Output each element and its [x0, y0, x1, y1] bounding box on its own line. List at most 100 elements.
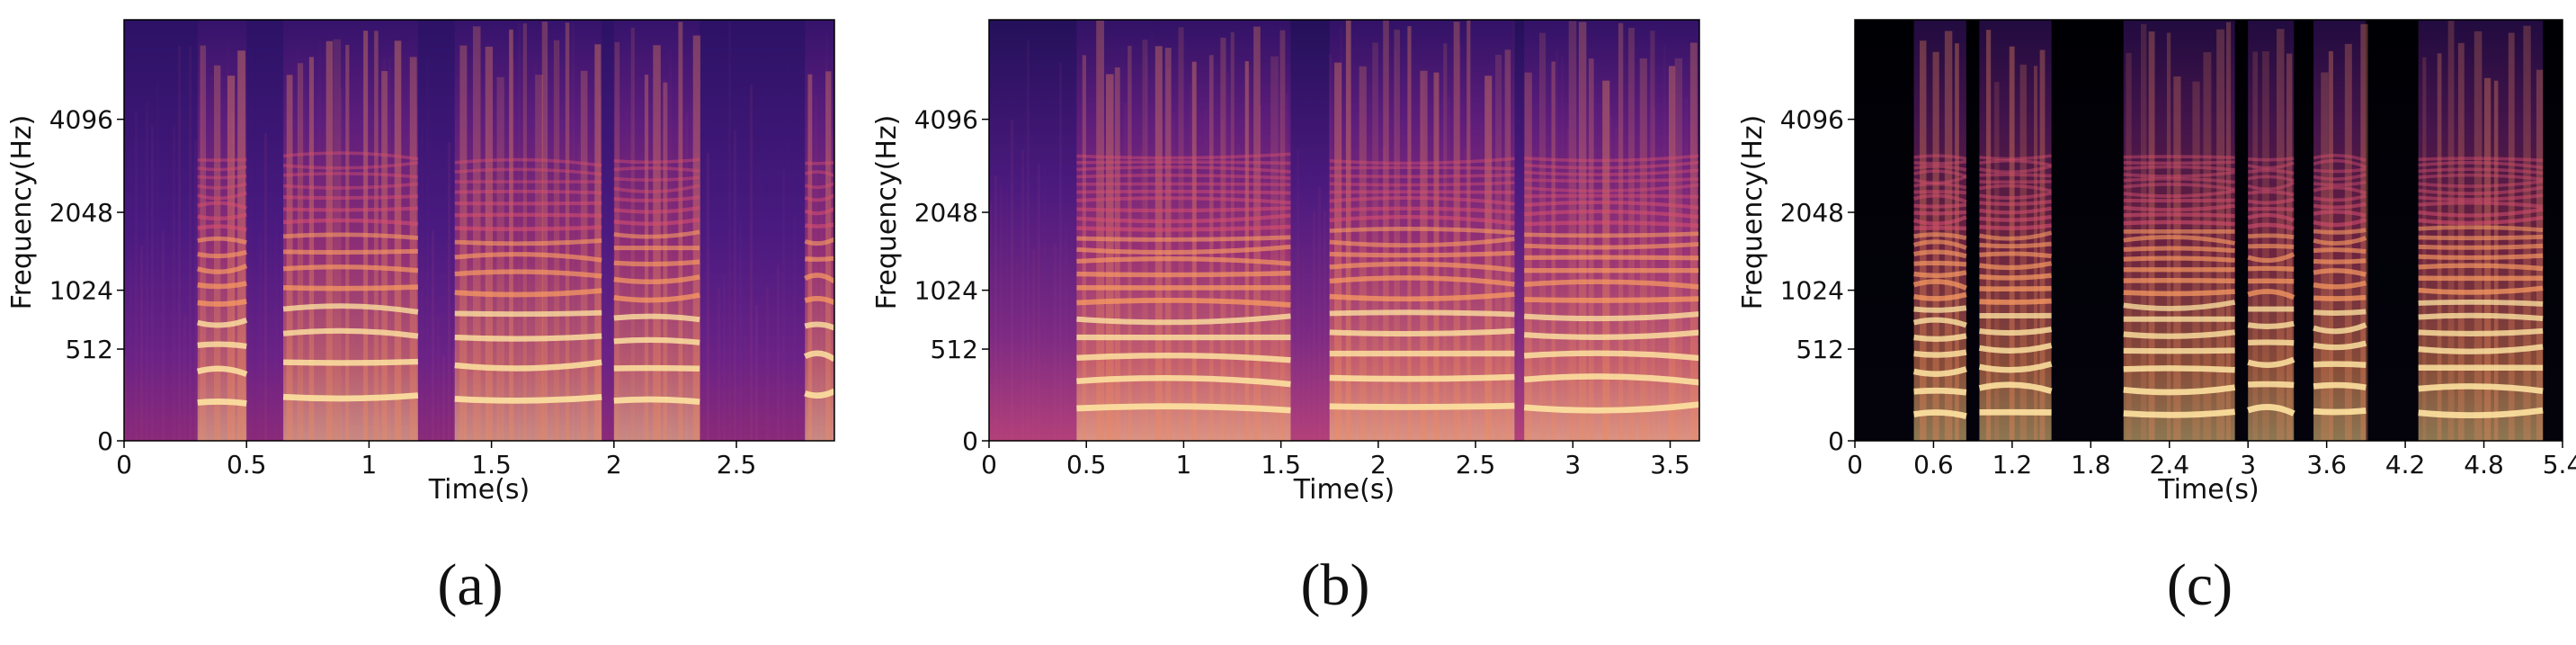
harmonic-band	[1076, 403, 1291, 414]
harmonic-band	[2123, 347, 2235, 354]
noise-column	[140, 246, 143, 441]
energy-burst	[1208, 55, 1214, 441]
voiced-segment	[1523, 20, 1699, 441]
harmonic-band	[454, 157, 602, 167]
noise-column	[782, 169, 785, 441]
energy-burst	[1495, 54, 1502, 441]
harmonic-band	[2247, 175, 2295, 183]
noise-column	[777, 264, 780, 441]
noise-column	[259, 234, 262, 441]
energy-burst	[2126, 52, 2132, 441]
energy-burst	[1164, 48, 1172, 441]
spectrogram-axes: 0 0.6 1.2 1.8 2.4 3 3.6 4.2 4.8 5.4 0 512 1024 2048 40…	[1780, 19, 2576, 479]
harmonic-band	[1076, 224, 1291, 232]
harmonic-band	[2313, 228, 2367, 235]
noise-column	[173, 126, 175, 441]
harmonic-band	[613, 184, 700, 193]
harmonic-band	[613, 396, 700, 406]
harmonic-band	[1076, 297, 1291, 308]
energy-burst	[374, 31, 379, 441]
energy-burst	[297, 63, 304, 441]
energy-burst	[653, 45, 661, 441]
energy-burst	[807, 74, 813, 441]
noise-column	[1011, 120, 1013, 441]
harmonic-band	[1076, 374, 1291, 388]
harmonic-band	[454, 269, 602, 279]
harmonic-band	[1076, 244, 1291, 255]
harmonic-band	[2247, 212, 2295, 222]
harmonic-band	[2313, 167, 2367, 174]
energy-burst	[1484, 76, 1493, 441]
noise-column	[426, 59, 429, 441]
noise-column	[610, 206, 612, 441]
harmonic-band	[2418, 407, 2544, 419]
harmonic-band	[1523, 373, 1699, 386]
harmonic-band	[1076, 235, 1291, 242]
harmonic-band	[613, 217, 700, 226]
harmonic-band	[1076, 206, 1291, 213]
harmonic-band	[1329, 227, 1515, 236]
noise-column	[162, 230, 165, 441]
y-tick-label: 0	[1828, 426, 1844, 456]
harmonic-band	[282, 151, 419, 161]
harmonic-band	[804, 170, 834, 178]
energy-burst	[1082, 55, 1086, 441]
harmonic-band	[2123, 203, 2235, 212]
harmonic-band	[2313, 247, 2367, 254]
noise-column	[718, 288, 720, 441]
voiced-segment	[1978, 20, 2053, 441]
harmonic-band	[1978, 230, 2053, 241]
harmonic-band	[1979, 241, 2052, 249]
energy-burst	[333, 39, 342, 441]
energy-burst	[1618, 22, 1624, 441]
harmonic-band	[2418, 243, 2544, 250]
harmonic-band	[2123, 165, 2235, 172]
harmonic-band	[2123, 235, 2236, 246]
harmonic-band	[1979, 261, 2053, 271]
y-tick-label: 0	[962, 426, 978, 456]
noise-column	[151, 126, 154, 441]
noise-column	[1000, 182, 1003, 441]
noise-column	[254, 50, 256, 441]
harmonic-band	[197, 182, 247, 190]
harmonic-band	[2313, 340, 2367, 351]
harmonic-band	[2123, 408, 2235, 418]
energy-burst	[580, 70, 588, 441]
harmonic-band	[2418, 225, 2544, 232]
x-tick-label: 3	[2240, 450, 2256, 479]
harmonic-band	[1524, 231, 1699, 238]
harmonic-band	[282, 264, 419, 273]
energy-burst	[1551, 61, 1555, 441]
x-tick-label: 5.4	[2543, 450, 2576, 479]
harmonic-band	[2123, 246, 2235, 254]
harmonic-band	[2247, 320, 2295, 329]
harmonic-band	[2418, 179, 2544, 188]
harmonic-band	[2123, 212, 2235, 219]
harmonic-band	[1329, 190, 1515, 194]
energy-burst	[1106, 74, 1114, 441]
energy-burst	[2321, 72, 2329, 441]
energy-burst	[2328, 50, 2333, 441]
harmonic-band	[2123, 160, 2235, 166]
harmonic-band	[804, 321, 834, 331]
harmonic-band	[282, 182, 419, 190]
harmonic-band	[282, 358, 419, 366]
noise-column	[771, 300, 774, 441]
harmonic-band	[1523, 350, 1699, 362]
harmonic-band	[804, 182, 834, 190]
noise-column	[275, 220, 278, 441]
harmonic-band	[1329, 206, 1515, 215]
harmonic-band	[1913, 159, 1967, 166]
harmonic-band	[1979, 199, 2052, 206]
harmonic-band	[454, 359, 602, 372]
harmonic-band	[613, 175, 700, 182]
harmonic-band	[2123, 198, 2235, 203]
harmonic-band	[1912, 366, 1967, 377]
harmonic-band	[2247, 289, 2295, 300]
harmonic-band	[1913, 260, 1967, 267]
axes-frame	[1854, 19, 2563, 442]
harmonic-band	[2247, 356, 2295, 368]
spectrogram-axes: 0 0.5 1 1.5 2 2.5 0 512 1024 2048 4096	[49, 19, 835, 479]
x-tick-label: 0.6	[1913, 450, 1954, 479]
harmonic-band	[1979, 179, 2052, 184]
